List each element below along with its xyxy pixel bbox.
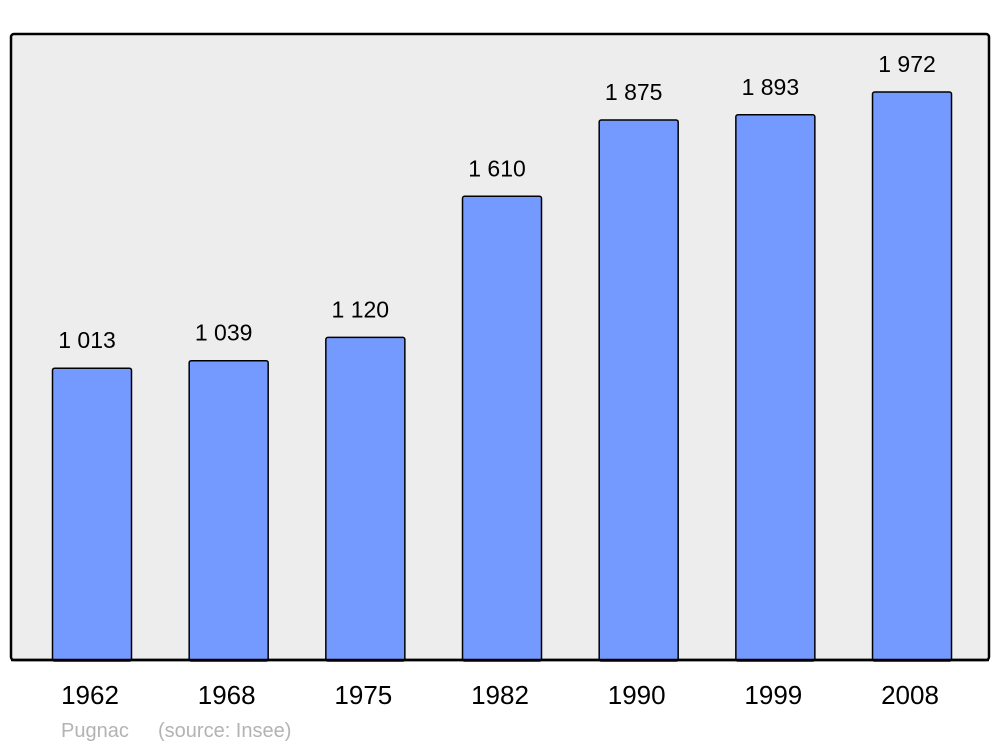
footer-source: (source: Insee) xyxy=(158,720,291,742)
value-label-1962: 1 013 xyxy=(58,327,116,353)
value-label-1982: 1 610 xyxy=(468,155,526,181)
category-label-1990: 1990 xyxy=(608,680,666,710)
category-label-1999: 1999 xyxy=(744,680,802,710)
category-label-1968: 1968 xyxy=(198,680,256,710)
value-label-1968: 1 039 xyxy=(195,320,253,346)
category-label-2008: 2008 xyxy=(881,680,939,710)
category-label-1962: 1962 xyxy=(61,680,119,710)
category-label-1975: 1975 xyxy=(334,680,392,710)
category-label-1982: 1982 xyxy=(471,680,529,710)
value-label-1975: 1 120 xyxy=(332,296,390,322)
footer-place: Pugnac xyxy=(61,720,129,742)
value-label-1999: 1 893 xyxy=(742,74,800,100)
bar-1999 xyxy=(735,114,816,662)
bar-1962 xyxy=(51,367,133,662)
bar-2008 xyxy=(871,91,953,662)
bar-1975 xyxy=(325,336,406,662)
value-label-1990: 1 875 xyxy=(605,79,663,105)
bar-1982 xyxy=(461,195,543,662)
bar-1990 xyxy=(598,119,679,662)
bar-1968 xyxy=(188,359,269,662)
value-label-2008: 1 972 xyxy=(878,51,936,77)
